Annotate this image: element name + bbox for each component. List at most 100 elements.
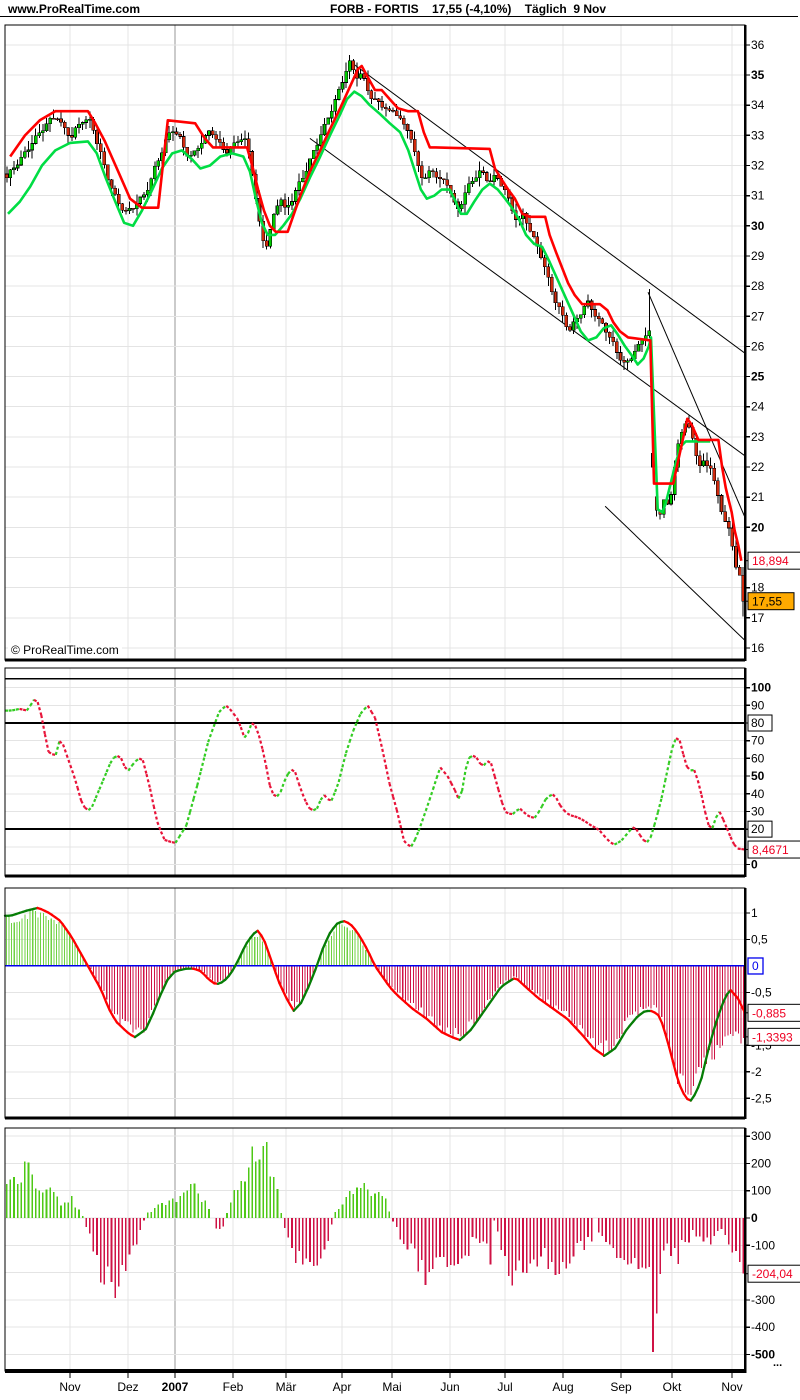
stoch-segment	[243, 732, 249, 739]
axis-tick-label: 60	[751, 751, 765, 765]
stoch-segment	[403, 840, 409, 846]
macd-segment	[90, 971, 97, 981]
candle-body	[423, 177, 428, 180]
stoch-segment	[417, 820, 424, 832]
macd-segment	[675, 1073, 682, 1088]
candle-body	[199, 142, 204, 149]
candle-body	[120, 203, 125, 211]
axis-tick-label: 50	[751, 769, 765, 783]
candle-body	[282, 199, 287, 208]
axis-tick-label: 32	[751, 159, 765, 173]
stoch-segment	[711, 817, 718, 829]
month-label-2007: 2007	[162, 1380, 189, 1394]
stoch-segment	[468, 754, 474, 759]
stoch-segment	[453, 789, 460, 800]
stoch-segment	[725, 827, 732, 838]
month-label-sep: Sep	[610, 1380, 632, 1394]
stoch-segment	[149, 788, 155, 807]
header-divider	[0, 16, 798, 17]
brand-link[interactable]: www.ProRealTime.com	[8, 2, 141, 16]
stoch-segment	[116, 754, 122, 760]
stoch-segment	[294, 771, 300, 784]
stoch-segment	[334, 781, 340, 793]
stoch-segment	[559, 804, 565, 811]
trendline-4	[604, 505, 745, 642]
stoch-segment	[363, 704, 369, 711]
stoch-segment	[25, 704, 32, 712]
candle-body	[698, 455, 702, 467]
stoch-segment	[152, 805, 159, 823]
axis-tick-label: 26	[751, 339, 765, 353]
volume-osc-panel[interactable]	[6, 1141, 744, 1352]
stoch-segment	[610, 841, 615, 846]
candle-body	[88, 118, 92, 121]
axis-tick-label: 29	[751, 249, 765, 263]
month-label-nov: Nov	[59, 1380, 80, 1394]
stoch-segment	[178, 830, 184, 838]
stoch-segment	[497, 789, 504, 803]
candle-body	[636, 344, 641, 352]
candle-body	[113, 187, 117, 195]
stoch-segment	[729, 836, 736, 845]
candle-body	[145, 189, 150, 195]
stoch-segment	[47, 750, 53, 756]
stoch-segment	[94, 788, 101, 799]
candle-body	[376, 98, 381, 102]
candle-body	[528, 222, 533, 232]
candle-body	[192, 150, 197, 156]
candle-body	[488, 180, 493, 183]
stochastic-panel[interactable]	[5, 698, 746, 851]
candle-body	[578, 314, 583, 319]
stoch-segment	[174, 836, 181, 844]
stoch-segment	[225, 705, 231, 710]
stoch-segment	[84, 806, 90, 812]
overflow-ellipsis[interactable]: ...	[773, 1357, 783, 1369]
stoch-segment	[624, 830, 630, 837]
stoch-segment	[540, 799, 547, 808]
stoch-segment	[584, 820, 590, 826]
stoch-segment	[159, 831, 166, 841]
stoch-segment	[649, 824, 656, 838]
stoch-segment	[384, 765, 391, 784]
axis-tick-label: 21	[751, 490, 765, 504]
stoch-segment	[40, 714, 46, 735]
macd-panel[interactable]	[3, 906, 747, 1102]
stoch-segment	[472, 754, 478, 759]
candle-body	[412, 139, 417, 153]
candle-body	[373, 98, 377, 100]
candle-body	[532, 231, 536, 238]
stoch-segment	[355, 713, 362, 723]
candle-body	[607, 331, 612, 338]
stoch-segment	[123, 766, 130, 772]
candle-body	[416, 151, 421, 167]
stoch-segment	[519, 807, 525, 813]
stoch-segment	[548, 793, 554, 798]
stoch-segment	[733, 843, 739, 850]
value-label-box	[747, 1027, 800, 1046]
macd-segment	[234, 956, 241, 966]
month-label-nov: Nov	[721, 1380, 742, 1394]
stoch-segment	[185, 811, 192, 826]
value-label: -0,885	[752, 1006, 786, 1020]
candle-body	[430, 170, 435, 173]
stoch-segment	[272, 793, 278, 798]
axis-tick-label: 90	[751, 698, 765, 712]
candle-body	[701, 460, 706, 467]
stoch-segment	[700, 794, 707, 812]
macd-segment	[664, 1033, 671, 1049]
stoch-segment	[671, 737, 678, 748]
candle-body	[391, 109, 395, 112]
candle-body	[279, 199, 283, 207]
stoch-segment	[348, 730, 355, 743]
stoch-segment	[315, 799, 322, 810]
candle-body	[441, 178, 446, 181]
candle-body	[84, 119, 89, 123]
axis-tick-label: 70	[751, 734, 765, 748]
candle-body	[337, 88, 341, 100]
price-panel[interactable]	[5, 55, 748, 642]
candle-body	[723, 511, 727, 522]
macd-segment	[696, 1076, 703, 1089]
macd-curve	[3, 906, 747, 1102]
time-axis[interactable]: Nov Dez 2007 Feb Mär Apr Mai Jun Jul Aug Sep Okt Nov	[59, 1371, 743, 1394]
